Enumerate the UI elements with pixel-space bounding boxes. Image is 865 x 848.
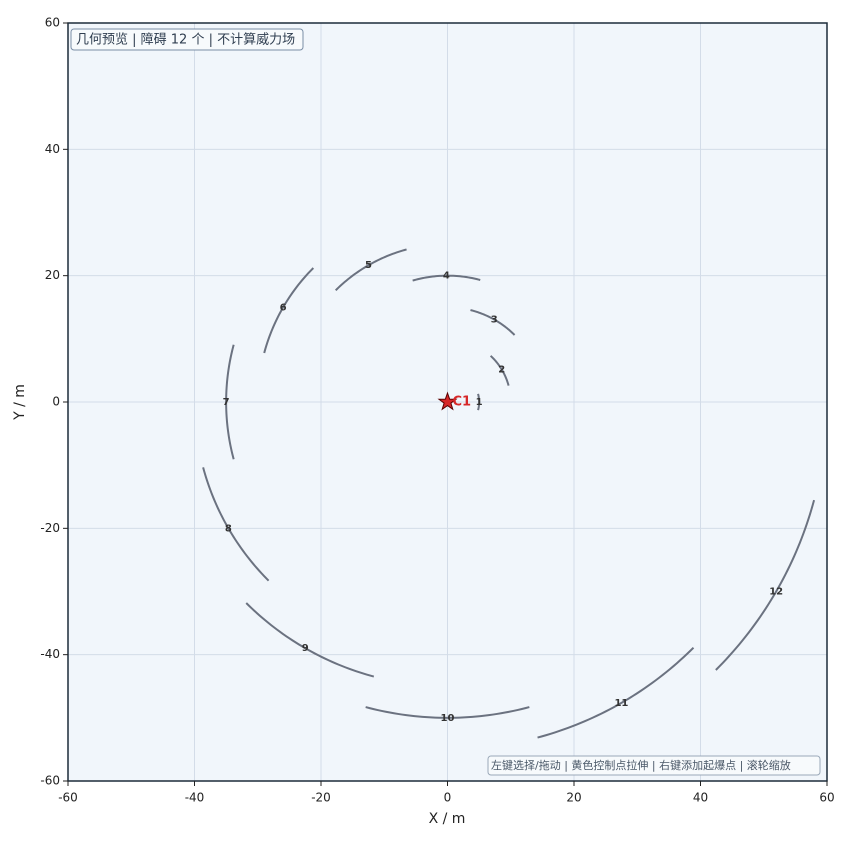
y-tick-label: -40 — [40, 647, 60, 661]
obstacle-label: 1 — [476, 397, 483, 408]
y-tick-label: -60 — [40, 774, 60, 788]
obstacle-arc — [537, 646, 695, 739]
obstacle-label: 11 — [614, 698, 628, 709]
obstacle-label: 4 — [443, 271, 450, 282]
x-tick-label: 40 — [693, 791, 708, 805]
obstacle-arc — [365, 706, 530, 719]
obstacle-arc — [263, 267, 315, 354]
obstacle-arc — [225, 344, 235, 460]
y-axis-label: Y / m — [12, 384, 28, 421]
y-tick-label: -20 — [40, 521, 60, 535]
obstacle-label: 2 — [498, 364, 505, 375]
y-tick-label: 20 — [45, 268, 60, 282]
obstacle-label: 5 — [365, 260, 372, 271]
x-tick-label: -20 — [311, 791, 331, 805]
obstacle-label: 12 — [769, 587, 783, 598]
obstacle-label: 6 — [280, 302, 287, 313]
obstacle-arc — [489, 355, 510, 386]
charge-label: C1 — [453, 395, 472, 410]
obstacle-label: 8 — [225, 523, 232, 534]
obstacle-arc — [715, 499, 816, 671]
obstacle-arc — [412, 274, 481, 282]
obstacle-label: 9 — [302, 643, 309, 654]
title-box — [70, 28, 304, 51]
hint-box — [487, 755, 821, 776]
obstacle-label: 7 — [223, 397, 230, 408]
obstacle-arc — [334, 248, 407, 292]
obstacle-label: 3 — [491, 315, 498, 326]
obstacle-label: 10 — [441, 713, 455, 724]
title: 几何预览 | 障碍 12 个 | 不计算威力场 — [76, 32, 295, 48]
hint: 左键选择/拖动 | 黄色控制点拉伸 | 右键添加起爆点 | 滚轮缩放 — [491, 758, 791, 772]
charge-point — [437, 391, 458, 411]
x-tick-label: -40 — [185, 791, 205, 805]
x-tick-label: -60 — [58, 791, 78, 805]
x-tick-label: 0 — [444, 791, 452, 805]
y-tick-label: 40 — [45, 142, 60, 156]
obstacle-arc — [245, 602, 375, 678]
y-tick-label: 60 — [45, 16, 60, 30]
obstacle-arc — [477, 393, 481, 411]
obstacle-arc — [202, 467, 270, 582]
y-tick-label: 0 — [52, 395, 60, 409]
x-tick-label: 60 — [819, 791, 834, 805]
x-tick-label: 20 — [566, 791, 581, 805]
obstacle-arc — [470, 309, 516, 336]
x-axis-label: X / m — [429, 811, 466, 827]
